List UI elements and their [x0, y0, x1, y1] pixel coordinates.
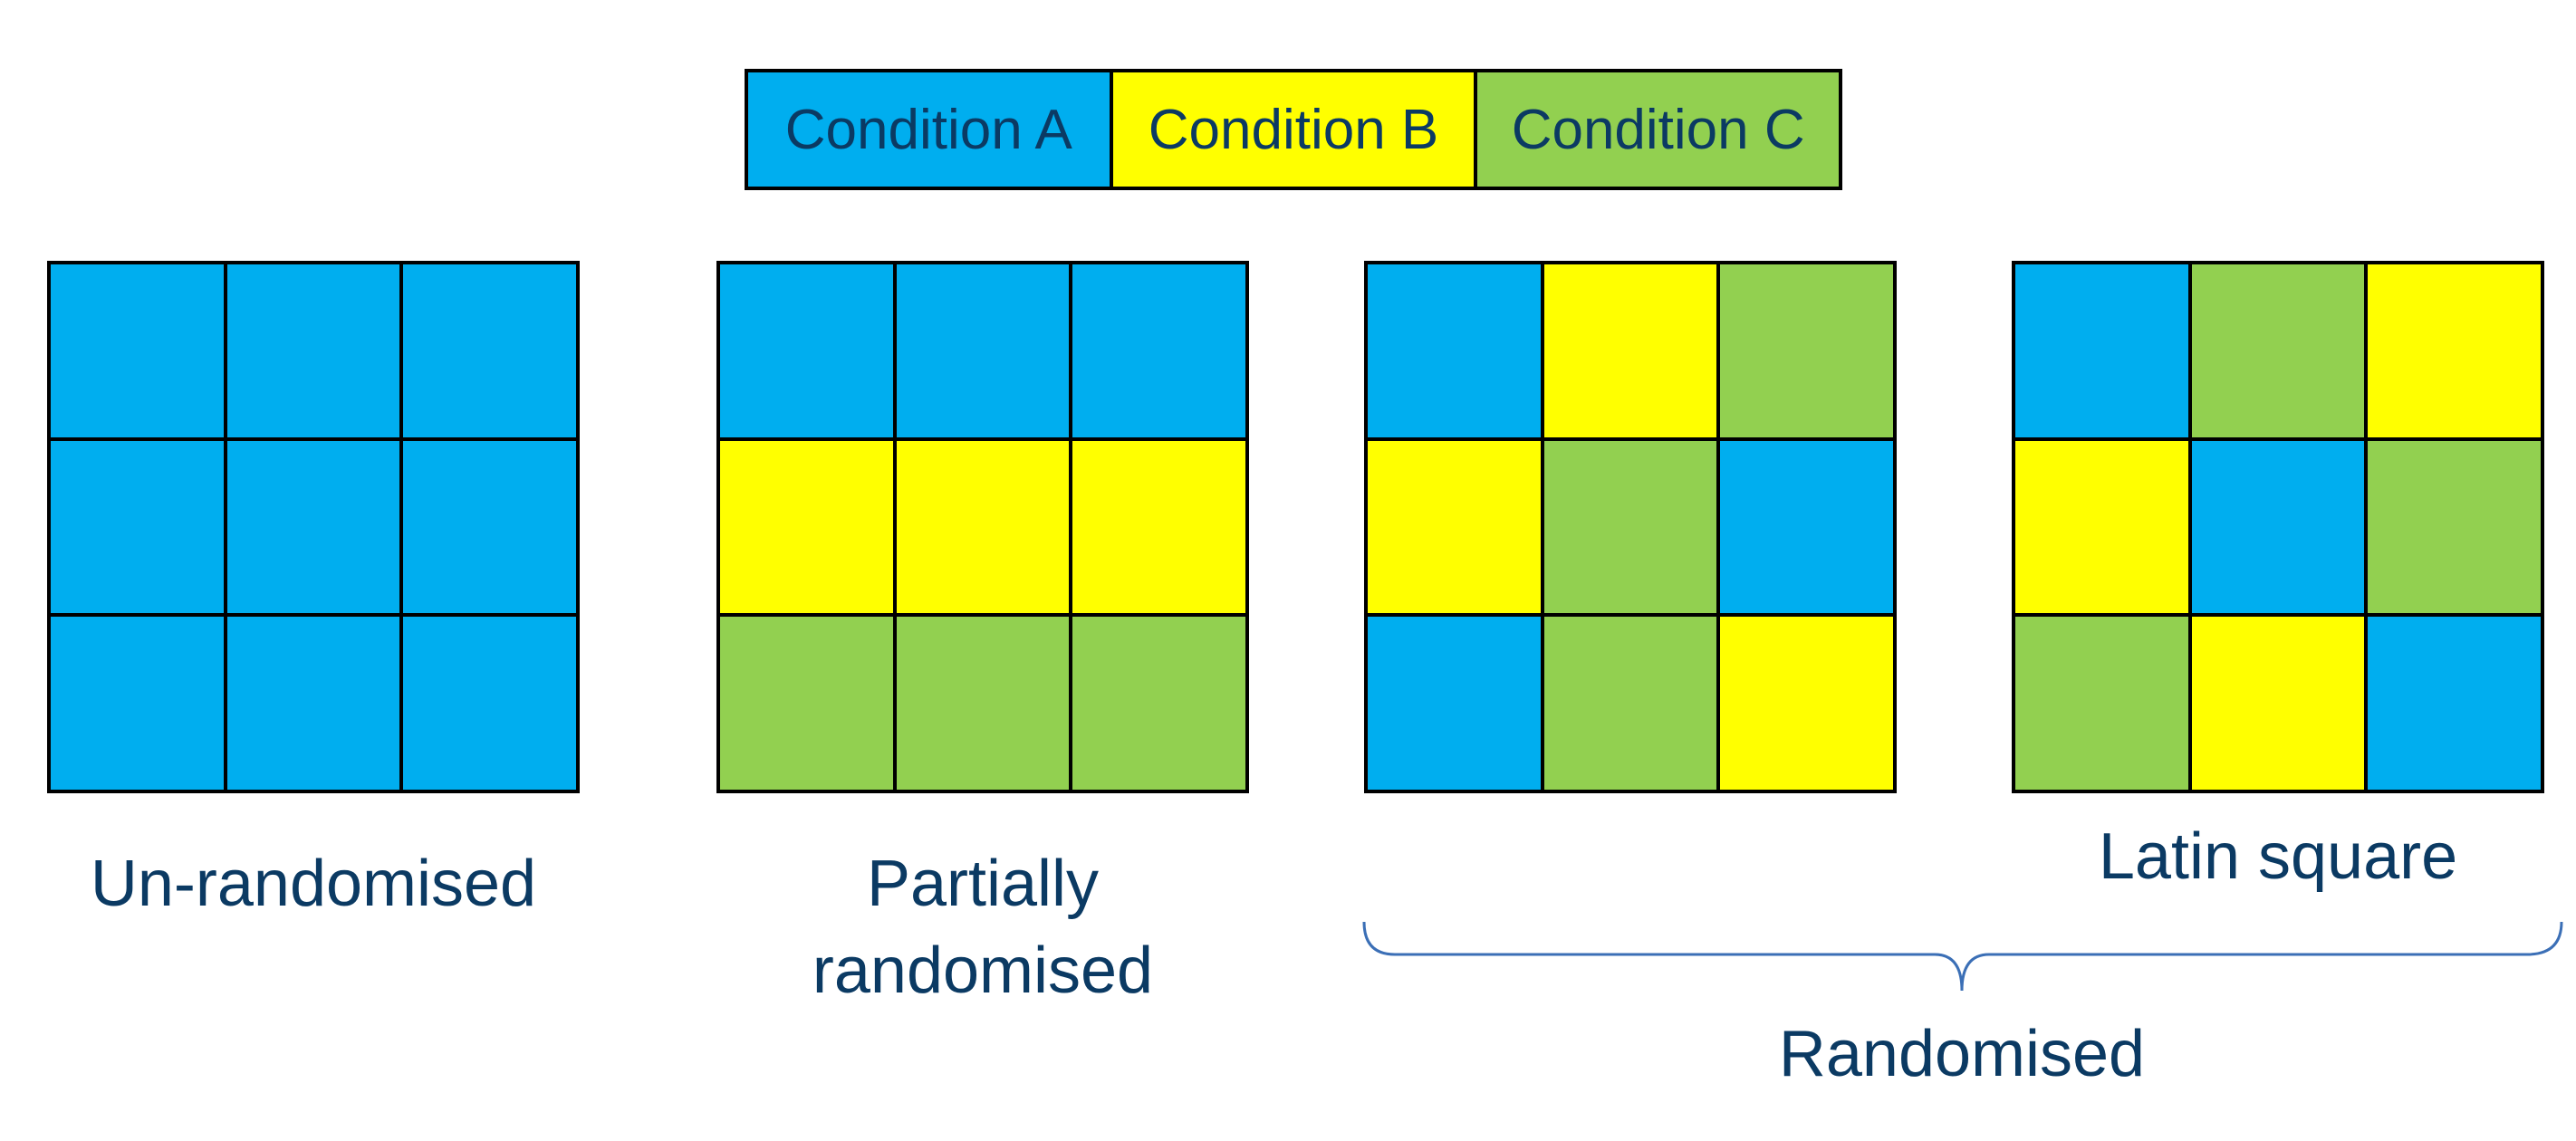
partially-randomised-cell-4 — [718, 438, 895, 616]
partially-randomised-cell-3 — [1071, 263, 1247, 439]
latin-square-cell-1 — [2014, 263, 2190, 439]
latin-square-cell-4 — [2014, 438, 2190, 616]
randomised-cell-7 — [1366, 615, 1543, 791]
unrandomised-cell-2 — [225, 263, 402, 439]
randomised-cell-2 — [1542, 263, 1719, 439]
randomised-group-label: Randomised — [1778, 1018, 2146, 1090]
partially-randomised-cell-9 — [1071, 615, 1247, 791]
partially-randomised-label-line1: Partially — [866, 848, 1100, 920]
unrandomised-label: Un-randomised — [90, 848, 537, 920]
partially-randomised-label-line2: randomised — [812, 935, 1154, 1007]
unrandomised-cell-4 — [49, 438, 226, 616]
latin-square-cell-3 — [2366, 263, 2542, 439]
randomised-cell-9 — [1718, 615, 1895, 791]
latin-square-cell-9 — [2366, 615, 2542, 791]
partially-randomised-cell-2 — [894, 263, 1072, 439]
unrandomised-cell-5 — [225, 438, 402, 616]
partially-randomised-grid — [716, 261, 1249, 793]
unrandomised-cell-3 — [401, 263, 578, 439]
latin-square-cell-7 — [2014, 615, 2190, 791]
latin-square-cell-6 — [2366, 438, 2542, 616]
unrandomised-cell-9 — [401, 615, 578, 791]
randomised-cell-6 — [1718, 438, 1895, 616]
partially-randomised-cell-8 — [894, 615, 1072, 791]
unrandomised-cell-7 — [49, 615, 226, 791]
randomised-grid — [1364, 261, 1897, 793]
latin-square-cell-5 — [2189, 438, 2367, 616]
latin-square-cell-8 — [2189, 615, 2367, 791]
partially-randomised-cell-6 — [1071, 438, 1247, 616]
latin-square-grid — [2012, 261, 2544, 793]
unrandomised-cell-6 — [401, 438, 578, 616]
randomised-cell-3 — [1718, 263, 1895, 439]
randomised-cell-8 — [1542, 615, 1719, 791]
randomised-cell-5 — [1542, 438, 1719, 616]
unrandomised-grid — [47, 261, 580, 793]
partially-randomised-label: Partially randomised — [716, 840, 1249, 1014]
randomised-cell-4 — [1366, 438, 1543, 616]
unrandomised-cell-1 — [49, 263, 226, 439]
partially-randomised-cell-1 — [718, 263, 895, 439]
latin-square-label: Latin square — [2098, 820, 2458, 893]
randomised-cell-1 — [1366, 263, 1543, 439]
condition-legend: Condition A Condition B Condition C — [745, 69, 1842, 190]
legend-condition-a: Condition A — [748, 72, 1110, 187]
legend-condition-c: Condition C — [1474, 72, 1840, 187]
latin-square-cell-2 — [2189, 263, 2367, 439]
partially-randomised-cell-5 — [894, 438, 1072, 616]
unrandomised-cell-8 — [225, 615, 402, 791]
partially-randomised-cell-7 — [718, 615, 895, 791]
legend-condition-b: Condition B — [1109, 72, 1475, 187]
